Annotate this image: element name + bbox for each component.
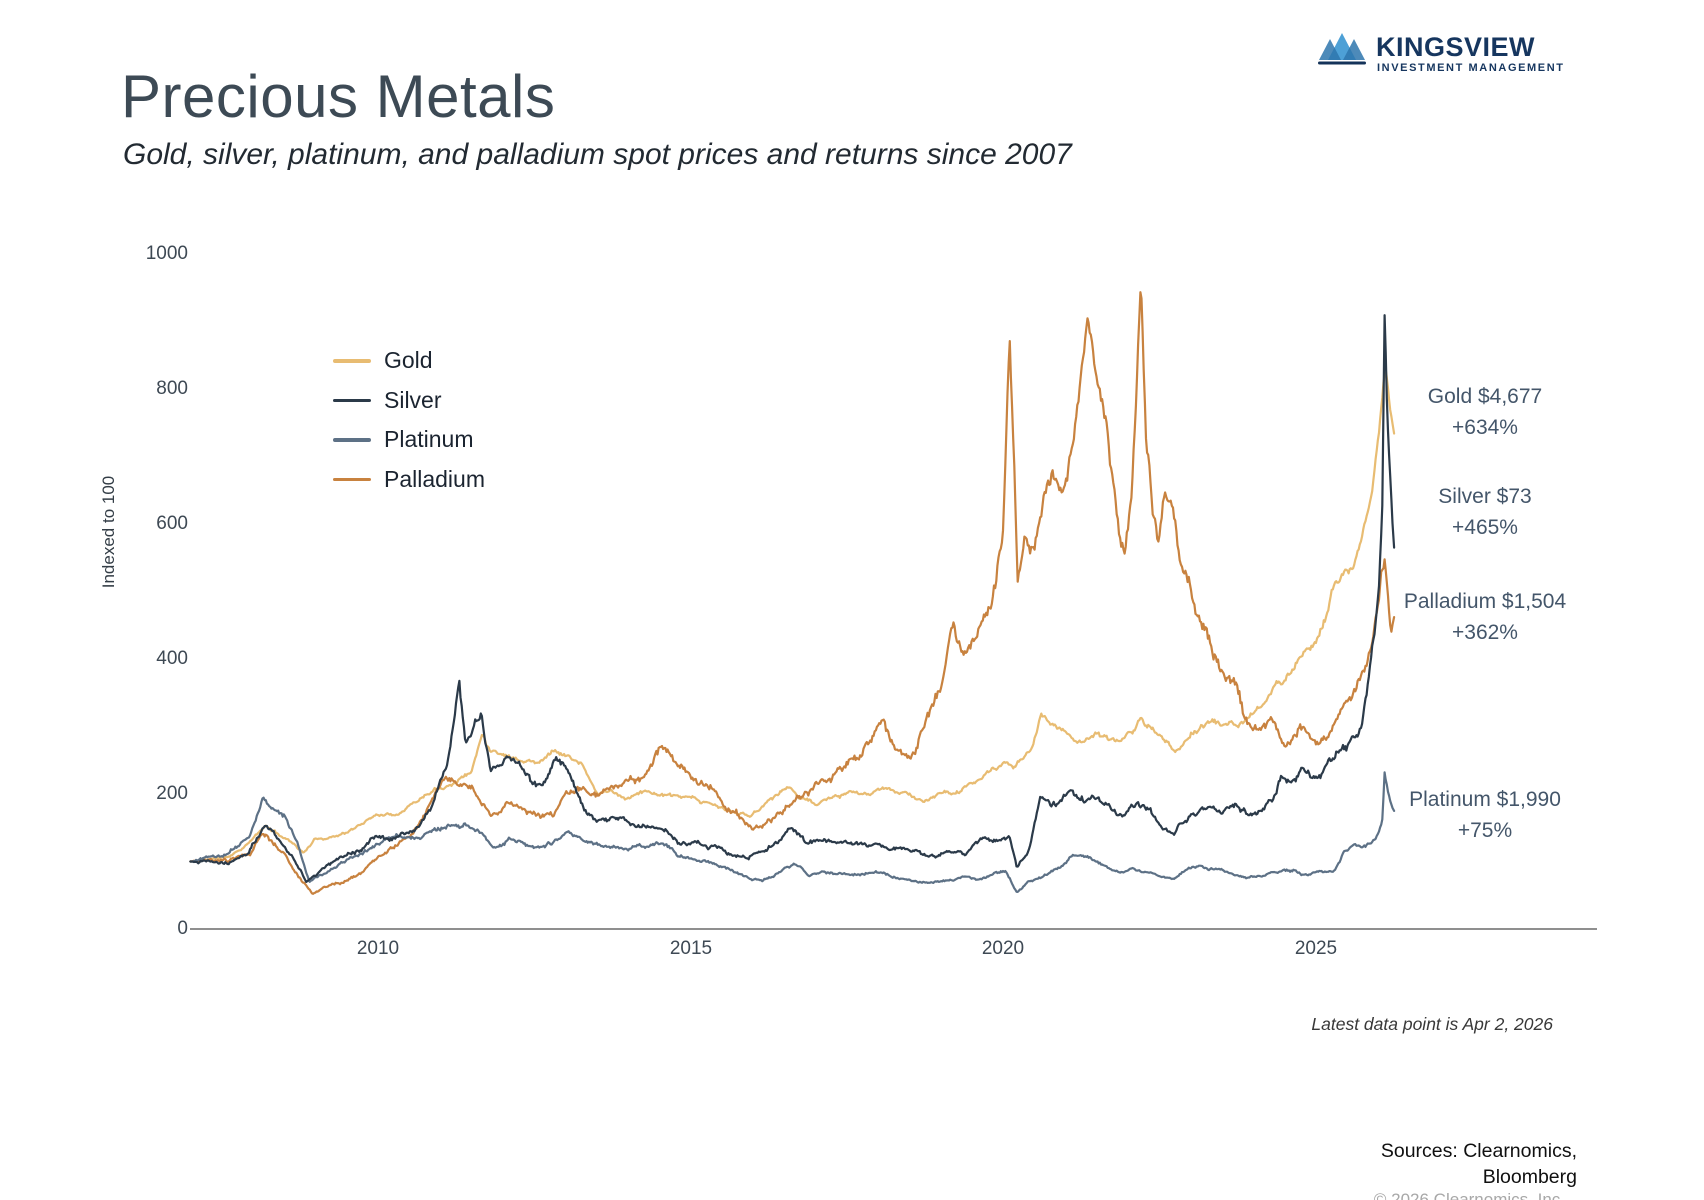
annotation-gold-return: +634% (1452, 416, 1518, 439)
legend-item-platinum: Platinum (333, 420, 485, 460)
annotation-gold-price: Gold $4,677 (1427, 385, 1543, 408)
x-tick-2025: 2025 (1294, 938, 1338, 959)
silver-line-swatch (333, 398, 371, 402)
annotation-platinum: Platinum $1,990 +75% (1365, 784, 1605, 846)
legend-label-platinum: Platinum (384, 426, 474, 453)
x-tick-2015: 2015 (669, 938, 713, 959)
annotation-platinum-return: +75% (1457, 819, 1513, 842)
page-title: Precious Metals (121, 63, 556, 130)
annotation-palladium: Palladium $1,504 +362% (1365, 586, 1605, 648)
legend-label-silver: Silver (384, 386, 442, 413)
y-tick-1000: 1000 (145, 243, 188, 264)
sources-line2: Bloomberg (1482, 1165, 1577, 1188)
y-tick-0: 0 (177, 918, 188, 939)
palladium-line-swatch (333, 477, 371, 481)
platinum-line-swatch (333, 438, 371, 442)
platinum-line (189, 771, 1396, 894)
legend-label-palladium: Palladium (384, 465, 485, 492)
y-tick-400: 400 (156, 648, 188, 669)
y-axis-title: Indexed to 100 (99, 475, 118, 589)
annotation-silver-return: +465% (1452, 516, 1518, 539)
legend-item-gold: Gold (333, 341, 485, 381)
annotation-silver: Silver $73 +465% (1365, 481, 1605, 543)
kingsview-logo: KINGSVIEW INVESTMENT MANAGEMENT (1316, 28, 1576, 78)
y-tick-600: 600 (156, 513, 188, 534)
brand-name: KINGSVIEW (1376, 32, 1536, 62)
sources-line1: Sources: Clearnomics, (1380, 1140, 1577, 1162)
legend-item-palladium: Palladium (333, 460, 485, 500)
legend-item-silver: Silver (333, 381, 485, 421)
latest-data-note: Latest data point is Apr 2, 2026 (1311, 1014, 1553, 1034)
annotation-platinum-price: Platinum $1,990 (1409, 788, 1561, 811)
brand-tagline: INVESTMENT MANAGEMENT (1377, 62, 1565, 74)
annotation-palladium-price: Palladium $1,504 (1403, 590, 1567, 613)
chart-legend: Gold Silver Platinum Palladium (333, 341, 485, 499)
copyright-note: © 2026 Clearnomics, Inc. (1373, 1190, 1565, 1200)
annotation-palladium-return: +362% (1452, 621, 1518, 644)
y-tick-800: 800 (156, 378, 188, 399)
x-tick-2010: 2010 (356, 938, 400, 959)
page-subtitle: Gold, silver, platinum, and palladium sp… (123, 138, 1072, 171)
gold-line-swatch (333, 359, 371, 363)
y-tick-200: 200 (156, 783, 188, 804)
annotation-silver-price: Silver $73 (1438, 485, 1532, 508)
x-tick-2020: 2020 (981, 938, 1025, 959)
crown-icon (1318, 33, 1366, 65)
annotation-gold: Gold $4,677 +634% (1365, 381, 1605, 443)
x-axis-line (190, 928, 1597, 931)
legend-label-gold: Gold (384, 347, 433, 374)
sources-note: Sources: Clearnomics, Bloomberg (1381, 1139, 1577, 1190)
